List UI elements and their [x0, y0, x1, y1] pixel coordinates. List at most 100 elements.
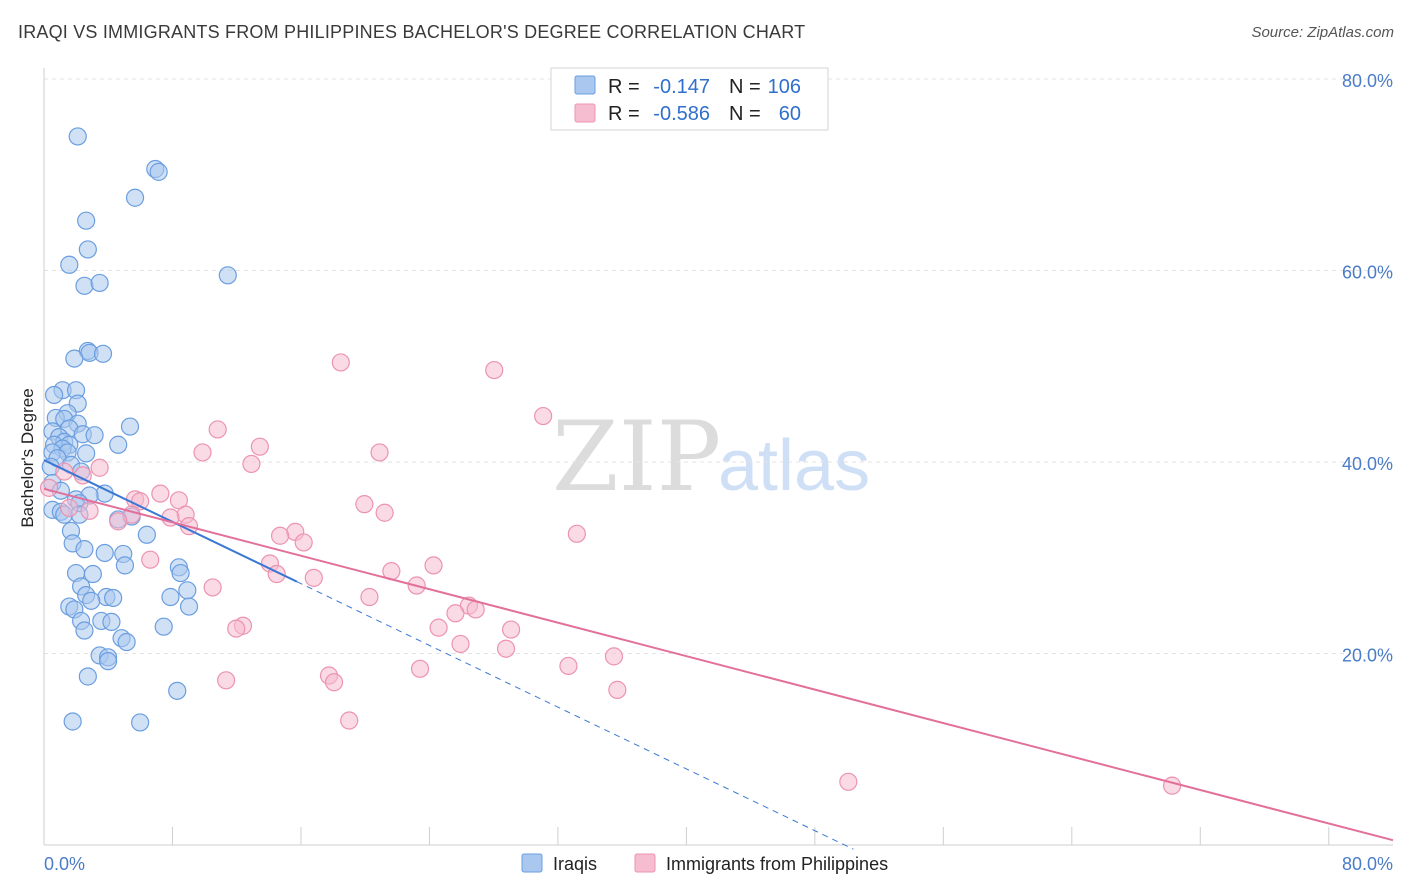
- point-iraqis: [102, 612, 121, 632]
- point-philippines: [355, 495, 374, 514]
- trend-lines: [43, 459, 1394, 850]
- point-iraqis: [82, 591, 101, 610]
- point-philippines: [375, 503, 394, 522]
- point-philippines: [608, 680, 627, 699]
- point-philippines: [250, 437, 269, 456]
- legend-swatch-iraqis: [574, 75, 596, 95]
- y-tick-labels: 20.0% 40.0% 60.0% 80.0%: [1342, 71, 1393, 666]
- bottom-legend-label-iraqis: Iraqis: [553, 854, 597, 874]
- point-philippines: [839, 772, 858, 791]
- bottom-legend-swatch-iraqis: [521, 853, 543, 873]
- point-iraqis: [78, 240, 97, 259]
- point-iraqis: [85, 426, 104, 445]
- legend-r-label-1: R =: [608, 76, 640, 98]
- point-philippines: [324, 673, 344, 692]
- series-legend: Iraqis Immigrants from Philippines: [521, 853, 888, 874]
- point-philippines: [1163, 776, 1182, 795]
- point-iraqis: [93, 344, 113, 363]
- point-philippines: [429, 618, 448, 637]
- point-philippines: [451, 634, 470, 654]
- point-iraqis: [109, 435, 128, 454]
- bottom-legend-label-philippines: Immigrants from Philippines: [666, 854, 888, 874]
- point-philippines: [109, 512, 128, 531]
- point-iraqis: [77, 211, 96, 230]
- point-iraqis: [78, 667, 97, 686]
- y-axis-label: Bachelor's Degree: [18, 388, 37, 527]
- point-philippines: [534, 406, 553, 426]
- point-iraqis: [98, 652, 118, 671]
- series-iraqis: [41, 127, 237, 732]
- bottom-legend-swatch-philippines: [634, 853, 656, 873]
- x-tick-label-max: 80.0%: [1342, 854, 1393, 874]
- grid: [44, 78, 1393, 654]
- y-tick-label: 20.0%: [1342, 646, 1393, 666]
- legend-n-label-1: N =: [729, 76, 761, 98]
- point-iraqis: [168, 681, 187, 700]
- point-philippines: [60, 498, 79, 518]
- point-philippines: [151, 484, 170, 503]
- point-iraqis: [104, 588, 123, 608]
- point-iraqis: [68, 127, 87, 146]
- point-philippines: [294, 533, 313, 552]
- point-iraqis: [75, 276, 94, 295]
- point-iraqis: [131, 713, 150, 732]
- point-iraqis: [90, 273, 109, 293]
- point-iraqis: [77, 444, 96, 463]
- series-philippines: [39, 353, 1182, 795]
- point-iraqis: [137, 525, 156, 544]
- point-philippines: [217, 671, 236, 690]
- point-philippines: [141, 550, 160, 569]
- legend-n-label-2: N =: [729, 103, 761, 125]
- point-philippines: [370, 443, 389, 462]
- point-philippines: [304, 568, 323, 587]
- legend-r-label-2: R =: [608, 103, 640, 125]
- point-philippines: [424, 556, 443, 575]
- point-philippines: [270, 526, 290, 545]
- point-iraqis: [149, 162, 168, 181]
- x-tick-label-min: 0.0%: [44, 854, 85, 874]
- point-iraqis: [75, 621, 94, 640]
- legend-swatch-philippines: [574, 103, 596, 123]
- point-iraqis: [171, 563, 190, 583]
- point-philippines: [485, 360, 504, 380]
- point-philippines: [331, 353, 350, 372]
- point-iraqis: [178, 581, 197, 600]
- point-iraqis: [63, 712, 82, 731]
- point-philippines: [193, 443, 212, 462]
- point-philippines: [90, 458, 109, 477]
- point-iraqis: [95, 484, 114, 503]
- legend-r-value-2: -0.586: [653, 103, 710, 125]
- point-iraqis: [120, 417, 140, 436]
- y-tick-label: 60.0%: [1342, 263, 1393, 283]
- point-philippines: [340, 711, 359, 730]
- point-philippines: [203, 578, 222, 597]
- trend-line-iraqis-extension: [296, 581, 854, 850]
- watermark: ZIP atlas: [552, 401, 870, 513]
- point-philippines: [39, 478, 59, 497]
- chart-title: IRAQI VS IMMIGRANTS FROM PHILIPPINES BAC…: [18, 22, 806, 42]
- point-iraqis: [218, 266, 237, 285]
- legend-box: [550, 67, 829, 131]
- watermark-zip: ZIP: [552, 401, 721, 513]
- legend-r-value-1: -0.147: [653, 76, 710, 98]
- point-philippines: [80, 501, 99, 520]
- point-iraqis: [65, 349, 84, 368]
- point-philippines: [559, 656, 578, 676]
- point-iraqis: [117, 632, 136, 652]
- axes: [43, 68, 1393, 846]
- y-tick-label: 40.0%: [1342, 454, 1393, 474]
- point-philippines: [360, 587, 379, 607]
- legend-n-value-1: 106: [768, 76, 801, 98]
- point-philippines: [227, 619, 246, 638]
- correlation-legend: R = -0.147 N = 106 R = -0.586 N = 60: [550, 67, 829, 131]
- point-philippines: [208, 420, 227, 439]
- point-philippines: [410, 659, 430, 678]
- point-iraqis: [161, 587, 180, 607]
- point-iraqis: [45, 385, 64, 405]
- point-iraqis: [75, 540, 94, 559]
- point-philippines: [496, 639, 516, 658]
- point-philippines: [501, 620, 521, 639]
- point-philippines: [567, 524, 586, 543]
- point-philippines: [446, 604, 465, 623]
